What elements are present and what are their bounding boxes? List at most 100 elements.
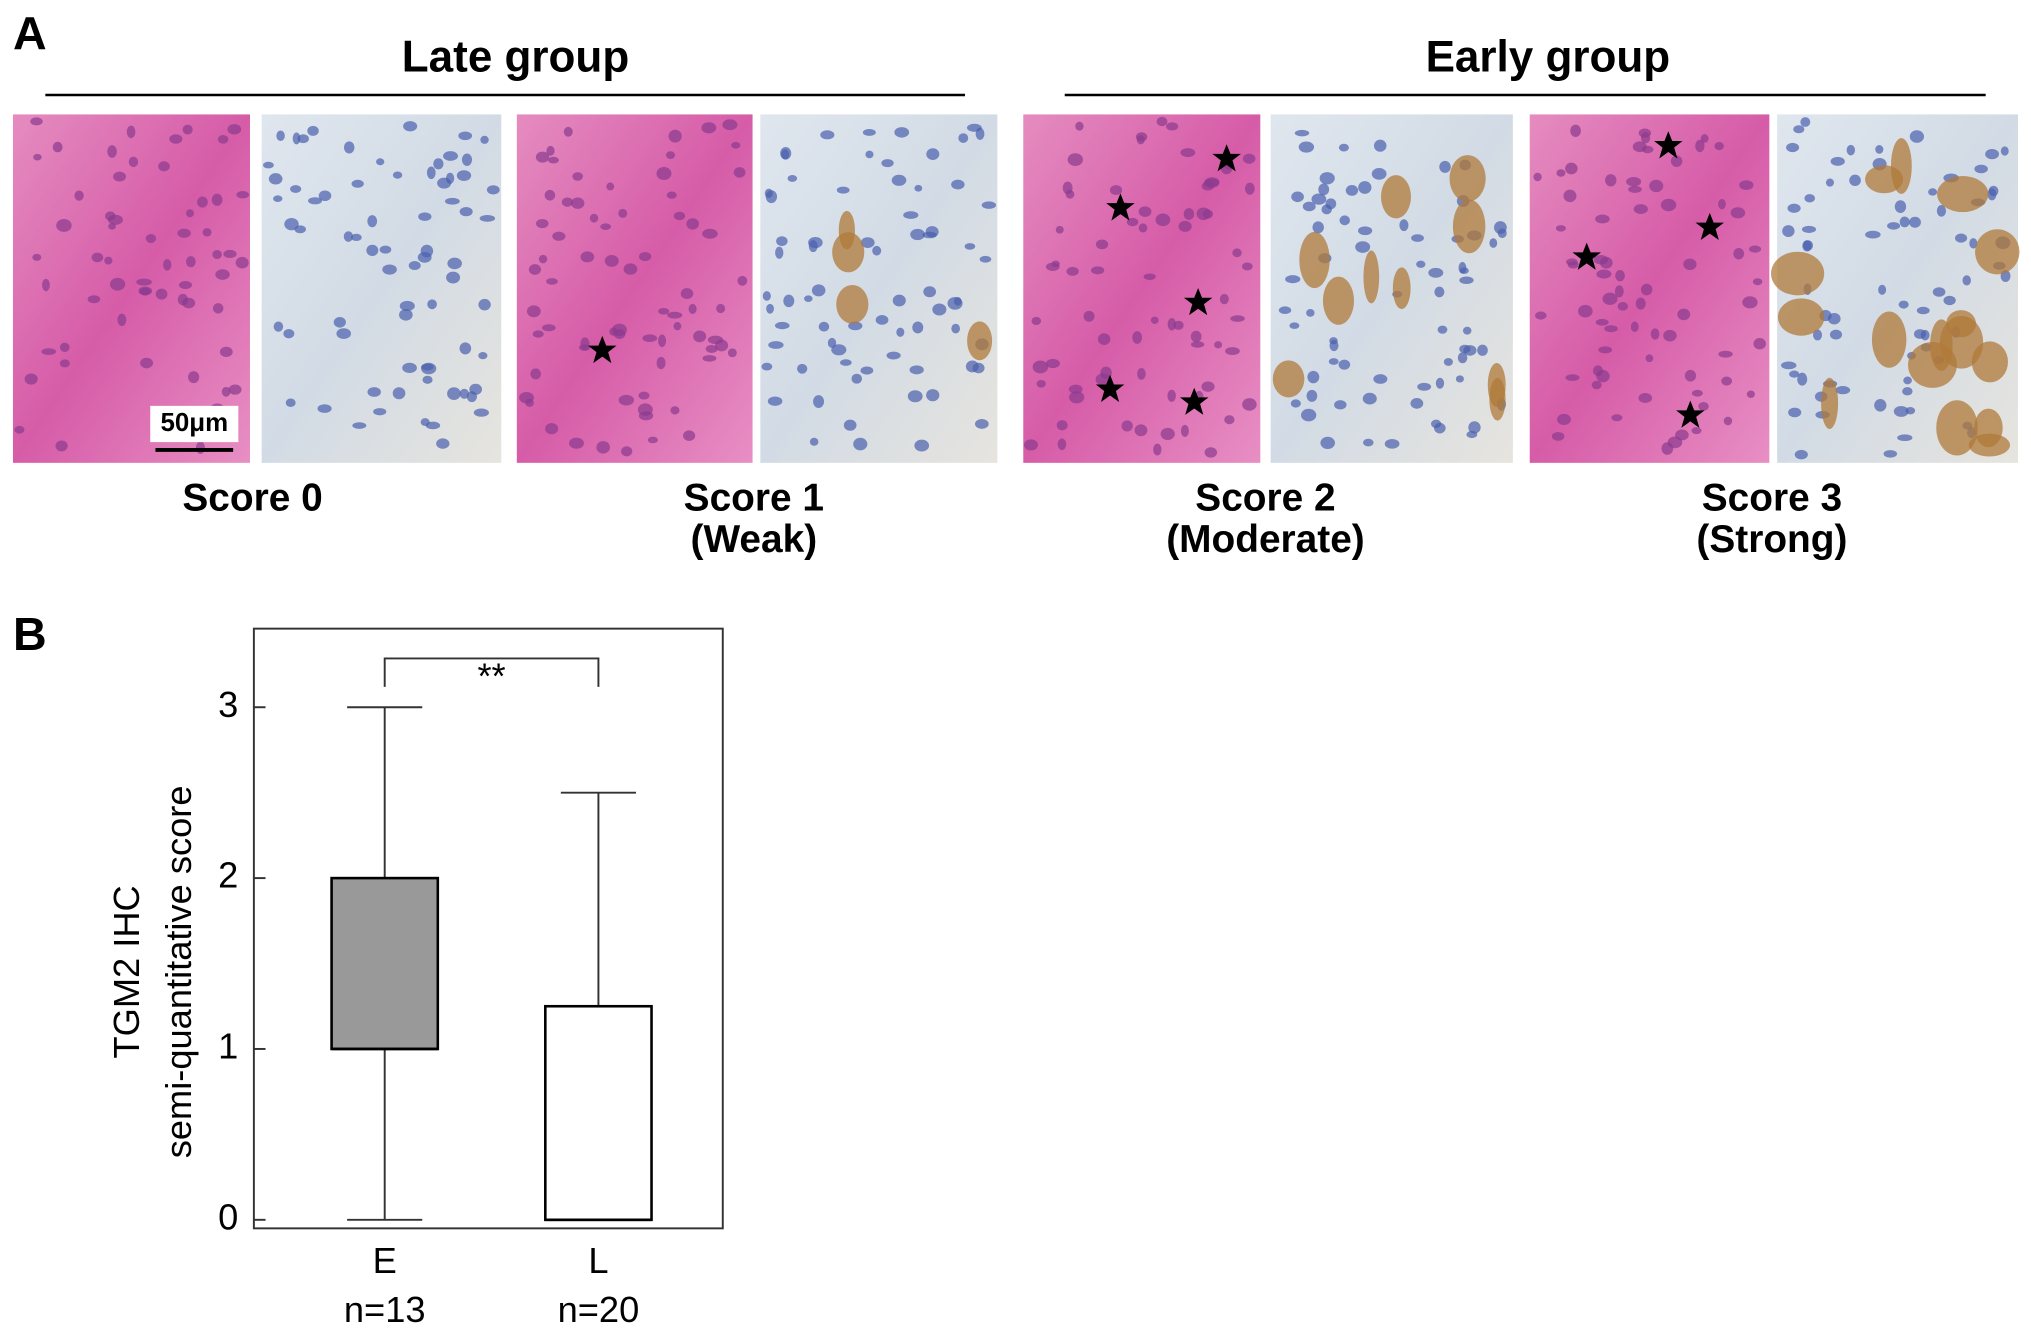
nucleus [1311,193,1327,205]
nucleus [1626,177,1642,187]
nucleus [1749,245,1762,253]
nucleus [486,185,500,195]
nucleus [1578,304,1593,318]
nucleus [1598,346,1613,354]
nucleus [1797,372,1808,386]
stain [1272,360,1305,398]
nucleus [108,223,116,230]
score-label: Score 0 [182,477,322,520]
nucleus [596,441,610,454]
nucleus [1733,247,1745,260]
nucleus [865,150,874,159]
nucleus [787,175,798,182]
nucleus [1730,207,1746,219]
nucleus [158,161,170,172]
nucleus [1320,436,1336,449]
nucleus [188,371,200,384]
nucleus [851,373,863,384]
nucleus [1628,185,1642,193]
nucleus [1232,248,1242,258]
nucleus [780,147,792,160]
nucleus [974,419,989,429]
nucleus [797,363,808,374]
nucleus [1802,240,1814,251]
nucleus [333,316,346,328]
nucleus [55,440,68,452]
nucleus [1641,145,1654,154]
nucleus [1435,377,1445,389]
nucleus [163,259,172,271]
nucleus [809,437,819,446]
nucleus [552,231,566,241]
nucleus [1753,338,1766,350]
nucleus [425,421,441,430]
nucleus [273,321,284,332]
score-sublabel: (Strong) [1696,518,1847,561]
nucleus [1190,341,1205,348]
nucleus [831,344,847,356]
nucleus [1611,414,1623,422]
nucleus [350,233,362,242]
nucleus [1091,266,1105,275]
nucleus [1138,206,1152,217]
nucleus [673,211,686,221]
nucleus [1134,424,1148,437]
nucleus [569,437,584,449]
nucleus [903,211,919,219]
nucleus [1121,420,1133,432]
nucleus [1835,385,1851,395]
nucleus [273,195,283,202]
stain [1392,267,1411,310]
nucleus [1230,315,1245,322]
nucleus [128,156,139,168]
nucleus [366,244,379,257]
nucleus [658,334,667,348]
nucleus [422,375,433,384]
nucleus [638,251,652,262]
nucleus [433,158,444,170]
nucleus [367,215,378,228]
nucleus [1167,389,1176,402]
nucleus [1459,344,1471,354]
nucleus [811,284,826,297]
nucleus [1812,329,1823,341]
nucleus [1201,381,1215,392]
plot-frame [252,627,724,1230]
panel-label: B [13,608,47,660]
nucleus [526,305,541,318]
nucleus [1723,416,1733,426]
y-axis-label: semi-quantitative score [158,786,199,1159]
nucleus [572,172,583,181]
nucleus [1974,164,1988,174]
nucleus [783,294,795,308]
nucleus [1132,331,1143,344]
nucleus [737,275,748,286]
nucleus [1294,129,1310,137]
stain [1487,362,1506,408]
nucleus [813,395,825,408]
nucleus [290,185,302,193]
nucleus [589,213,599,223]
nucleus [912,321,924,334]
y-tick-label: 3 [218,684,238,725]
significance-bracket [383,657,600,687]
nucleus [1593,254,1609,265]
nucleus [1788,407,1802,418]
nucleus [408,261,421,271]
nucleus [1789,370,1800,378]
nucleus [436,438,450,449]
nucleus [1660,198,1677,212]
nucleus [1556,169,1566,177]
nucleus [1602,292,1618,305]
nucleus [1677,308,1691,321]
nucleus [1563,189,1577,203]
nucleus [1358,226,1373,236]
nucleus [1909,130,1924,143]
nucleus [403,121,418,132]
nucleus [647,436,658,444]
nucleus [1067,153,1083,167]
nucleus [1410,398,1424,409]
nucleus [1988,185,1999,197]
nucleus [947,296,963,310]
nucleus [1312,221,1324,234]
